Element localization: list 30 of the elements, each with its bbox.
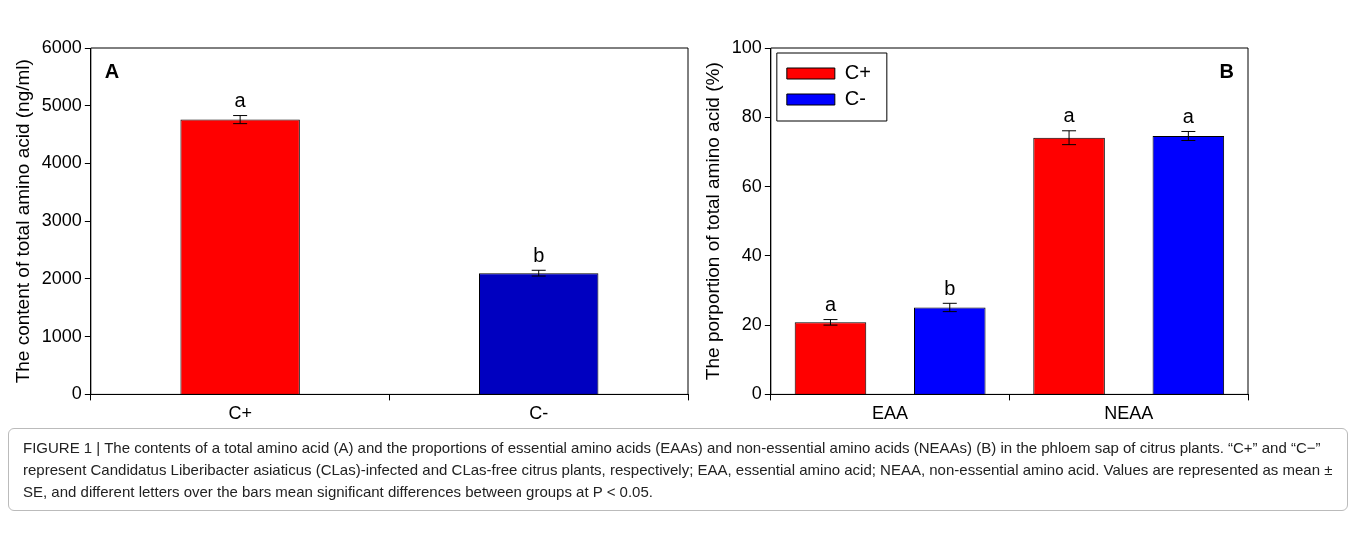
annotation: a bbox=[824, 293, 837, 316]
y-tick-label: 2000 bbox=[41, 267, 82, 288]
x-tick-label: C+ bbox=[228, 403, 252, 424]
y-tick-label: 3000 bbox=[41, 210, 82, 231]
caption: FIGURE 1 | The contents of a total amino acid (A) and the proportions of essential amino acids (EAAs) and non-essential amino acids (NEAAs) (B) in the phloem sap of citrus plants. “C+” and “C−” represent Candidatus Liberibacter asiaticus (CLas)-infected and CLas-free citrus plants, respectively; EAA, essential amino acid; NEAA, non-essential amino acid. Values are represented as mean ± SE, and different letters over the bars mean significant differences between groups at P < 0.05. bbox=[23, 438, 1333, 502]
annotation: a bbox=[1182, 105, 1195, 127]
annotation: a bbox=[1063, 104, 1076, 127]
annotation: a bbox=[234, 89, 247, 112]
y-tick-label: 100 bbox=[731, 36, 762, 57]
annotation: A bbox=[104, 59, 120, 82]
x-tick-label: C- bbox=[529, 403, 549, 424]
legend-label: C+ bbox=[844, 60, 871, 83]
y-axis-title: The content of total amino acid (ng/ml) bbox=[11, 59, 33, 384]
y-tick-label: 80 bbox=[741, 106, 762, 127]
y-tick-label: 0 bbox=[751, 383, 762, 404]
y-tick-label: 4000 bbox=[41, 152, 82, 173]
y-tick-label: 40 bbox=[741, 244, 762, 265]
x-tick-label: EAA bbox=[872, 403, 909, 424]
annotation: b bbox=[944, 276, 956, 299]
y-tick-label: 5000 bbox=[41, 94, 82, 115]
y-axis-title: The porportion of total amino acid (%) bbox=[701, 62, 723, 381]
y-tick-label: 60 bbox=[741, 175, 762, 196]
y-tick-label: 20 bbox=[741, 314, 762, 335]
legend-label: C- bbox=[844, 86, 866, 109]
annotation: b bbox=[533, 243, 545, 266]
y-tick-label: 0 bbox=[71, 383, 82, 404]
y-tick-label: 1000 bbox=[41, 325, 82, 346]
x-tick-label: NEAA bbox=[1104, 403, 1154, 424]
annotation: B bbox=[1219, 59, 1234, 82]
y-tick-label: 6000 bbox=[41, 36, 82, 57]
